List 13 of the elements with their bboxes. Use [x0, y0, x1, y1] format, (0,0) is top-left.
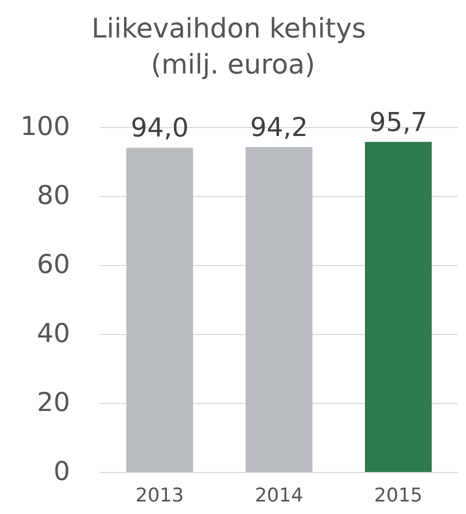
- x-tick-label: 2014: [254, 484, 304, 506]
- chart-title: Liikevaihdon kehitys (milj. euroa): [92, 14, 374, 80]
- y-tick-label: 80: [36, 181, 70, 211]
- x-tick-label: 2013: [135, 484, 184, 506]
- x-tick-label: 2015: [374, 484, 423, 506]
- y-tick-label: 20: [36, 388, 70, 418]
- data-label: 94,2: [250, 113, 308, 144]
- y-tick-label: 100: [20, 112, 70, 142]
- data-label: 95,7: [369, 108, 428, 138]
- y-tick-label: 0: [53, 457, 70, 487]
- y-tick-label: 60: [36, 250, 70, 280]
- data-label: 94,0: [130, 114, 189, 144]
- y-tick-label: 40: [36, 319, 70, 349]
